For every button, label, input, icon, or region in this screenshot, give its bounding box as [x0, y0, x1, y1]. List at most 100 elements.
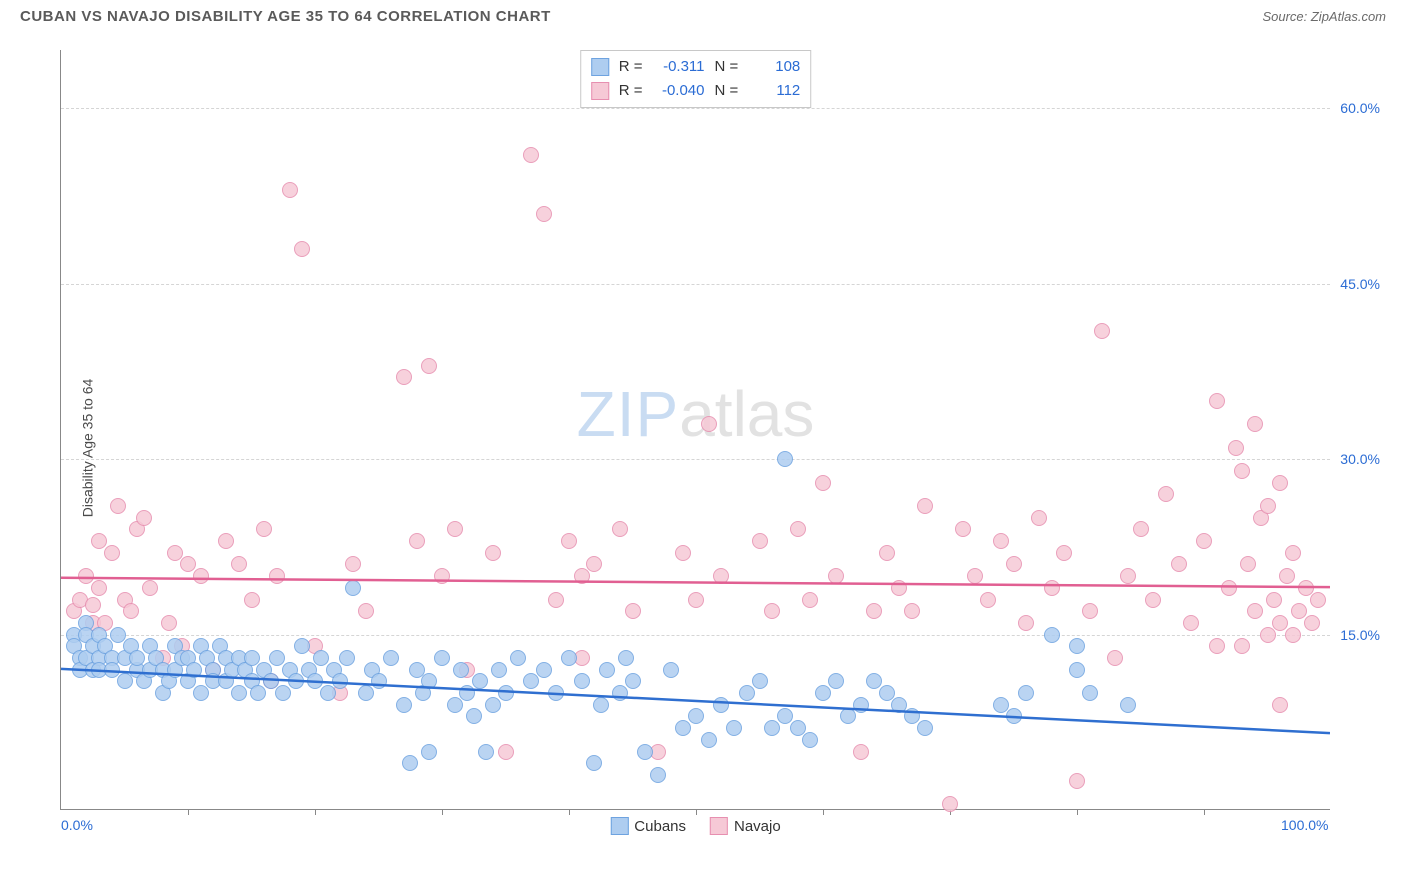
point-cubans	[726, 720, 742, 736]
y-tick-label: 30.0%	[1334, 451, 1380, 467]
point-cubans	[752, 673, 768, 689]
point-cubans	[625, 673, 641, 689]
point-cubans	[828, 673, 844, 689]
point-navajo	[942, 796, 958, 812]
point-navajo	[586, 556, 602, 572]
legend-row-cubans: R = -0.311 N = 108	[591, 55, 801, 79]
legend-n-cubans: 108	[744, 55, 800, 79]
point-cubans	[447, 697, 463, 713]
point-cubans	[193, 685, 209, 701]
point-navajo	[1247, 416, 1263, 432]
point-cubans	[294, 638, 310, 654]
point-navajo	[1234, 638, 1250, 654]
point-cubans	[421, 744, 437, 760]
point-navajo	[1158, 486, 1174, 502]
point-cubans	[802, 732, 818, 748]
watermark: ZIPatlas	[577, 377, 815, 451]
point-navajo	[1247, 603, 1263, 619]
point-cubans	[421, 673, 437, 689]
point-cubans	[536, 662, 552, 678]
point-navajo	[904, 603, 920, 619]
point-navajo	[917, 498, 933, 514]
point-cubans	[434, 650, 450, 666]
point-navajo	[955, 521, 971, 537]
point-navajo	[1234, 463, 1250, 479]
point-navajo	[104, 545, 120, 561]
legend-r-cubans: -0.311	[649, 55, 705, 79]
x-tick-mark	[1204, 809, 1205, 815]
point-navajo	[269, 568, 285, 584]
x-tick-label: 100.0%	[1281, 817, 1328, 833]
point-cubans	[510, 650, 526, 666]
point-navajo	[612, 521, 628, 537]
point-navajo	[231, 556, 247, 572]
point-navajo	[802, 592, 818, 608]
point-cubans	[371, 673, 387, 689]
point-cubans	[853, 697, 869, 713]
point-navajo	[752, 533, 768, 549]
point-navajo	[421, 358, 437, 374]
gridline-h	[61, 635, 1330, 636]
legend-r-navajo: -0.040	[649, 79, 705, 103]
point-cubans	[1018, 685, 1034, 701]
point-cubans	[453, 662, 469, 678]
point-navajo	[548, 592, 564, 608]
point-navajo	[853, 744, 869, 760]
chart-title: CUBAN VS NAVAJO DISABILITY AGE 35 TO 64 …	[20, 8, 551, 25]
point-navajo	[1266, 592, 1282, 608]
point-navajo	[1260, 498, 1276, 514]
point-cubans	[1082, 685, 1098, 701]
point-cubans	[840, 708, 856, 724]
point-navajo	[1145, 592, 1161, 608]
point-cubans	[358, 685, 374, 701]
point-cubans	[561, 650, 577, 666]
point-navajo	[1133, 521, 1149, 537]
legend-n-label: N =	[715, 55, 739, 79]
point-navajo	[123, 603, 139, 619]
point-navajo	[282, 182, 298, 198]
point-cubans	[478, 744, 494, 760]
point-navajo	[142, 580, 158, 596]
point-cubans	[117, 673, 133, 689]
series-legend: Cubans Navajo	[610, 817, 780, 835]
point-cubans	[250, 685, 266, 701]
point-navajo	[498, 744, 514, 760]
point-navajo	[815, 475, 831, 491]
point-navajo	[85, 597, 101, 613]
point-navajo	[1240, 556, 1256, 572]
point-cubans	[383, 650, 399, 666]
legend-label-navajo: Navajo	[734, 818, 781, 835]
point-navajo	[447, 521, 463, 537]
point-navajo	[136, 510, 152, 526]
point-navajo	[1094, 323, 1110, 339]
point-cubans	[320, 685, 336, 701]
point-navajo	[1018, 615, 1034, 631]
point-cubans	[498, 685, 514, 701]
point-navajo	[713, 568, 729, 584]
y-tick-label: 45.0%	[1334, 276, 1380, 292]
point-cubans	[1044, 627, 1060, 643]
point-navajo	[1196, 533, 1212, 549]
point-navajo	[91, 580, 107, 596]
gridline-h	[61, 284, 1330, 285]
point-cubans	[332, 673, 348, 689]
point-navajo	[1272, 475, 1288, 491]
point-navajo	[828, 568, 844, 584]
point-navajo	[879, 545, 895, 561]
point-cubans	[574, 673, 590, 689]
gridline-h	[61, 459, 1330, 460]
x-tick-mark	[696, 809, 697, 815]
x-tick-mark	[315, 809, 316, 815]
point-navajo	[1044, 580, 1060, 596]
point-navajo	[1209, 393, 1225, 409]
point-navajo	[345, 556, 361, 572]
point-cubans	[663, 662, 679, 678]
point-cubans	[612, 685, 628, 701]
y-tick-label: 60.0%	[1334, 100, 1380, 116]
point-navajo	[1056, 545, 1072, 561]
point-navajo	[980, 592, 996, 608]
point-navajo	[675, 545, 691, 561]
point-navajo	[536, 206, 552, 222]
chart-area: Disability Age 35 to 64 ZIPatlas R = -0.…	[20, 38, 1386, 858]
point-cubans	[637, 744, 653, 760]
